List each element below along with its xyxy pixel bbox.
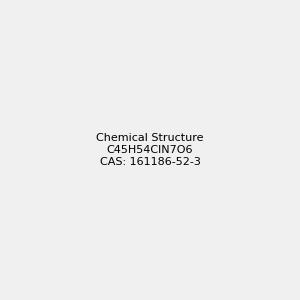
Text: Chemical Structure
C45H54ClN7O6
CAS: 161186-52-3: Chemical Structure C45H54ClN7O6 CAS: 161… — [96, 134, 204, 166]
